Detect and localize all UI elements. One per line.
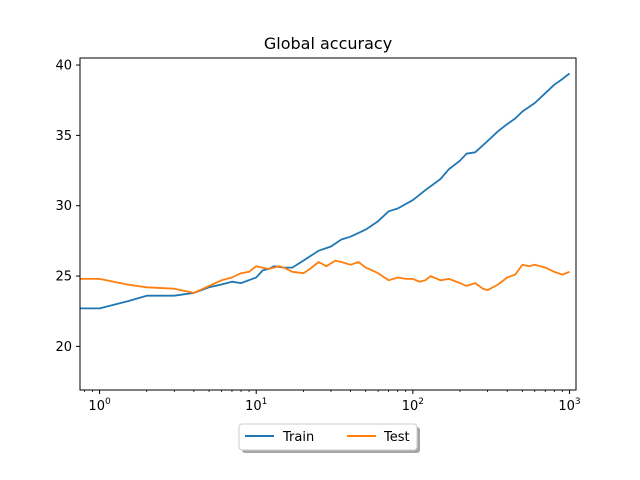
y-tick-label: 25 (55, 270, 72, 285)
x-tick-label: 102 (402, 397, 424, 414)
legend-label-test: Test (383, 430, 410, 445)
y-axis: 20 25 30 35 40 (55, 59, 80, 355)
legend-label-train: Train (282, 430, 314, 445)
plot-frame (79, 57, 577, 391)
y-tick-label: 20 (55, 340, 72, 355)
y-tick-label: 30 (55, 199, 72, 214)
x-axis: 100 101 102 103 (83, 390, 581, 414)
chart-title: Global accuracy (264, 34, 392, 53)
legend: Train Test (238, 423, 420, 453)
x-tick-label: 101 (245, 397, 267, 414)
y-tick-label: 35 (55, 129, 72, 144)
series-line-test (80, 259, 570, 294)
legend-box (238, 423, 418, 451)
x-tick-label: 103 (558, 397, 580, 414)
x-tick-label: 100 (88, 397, 111, 414)
series-layer (80, 72, 571, 310)
y-tick-label: 40 (55, 59, 72, 74)
series-line-train (80, 72, 571, 310)
